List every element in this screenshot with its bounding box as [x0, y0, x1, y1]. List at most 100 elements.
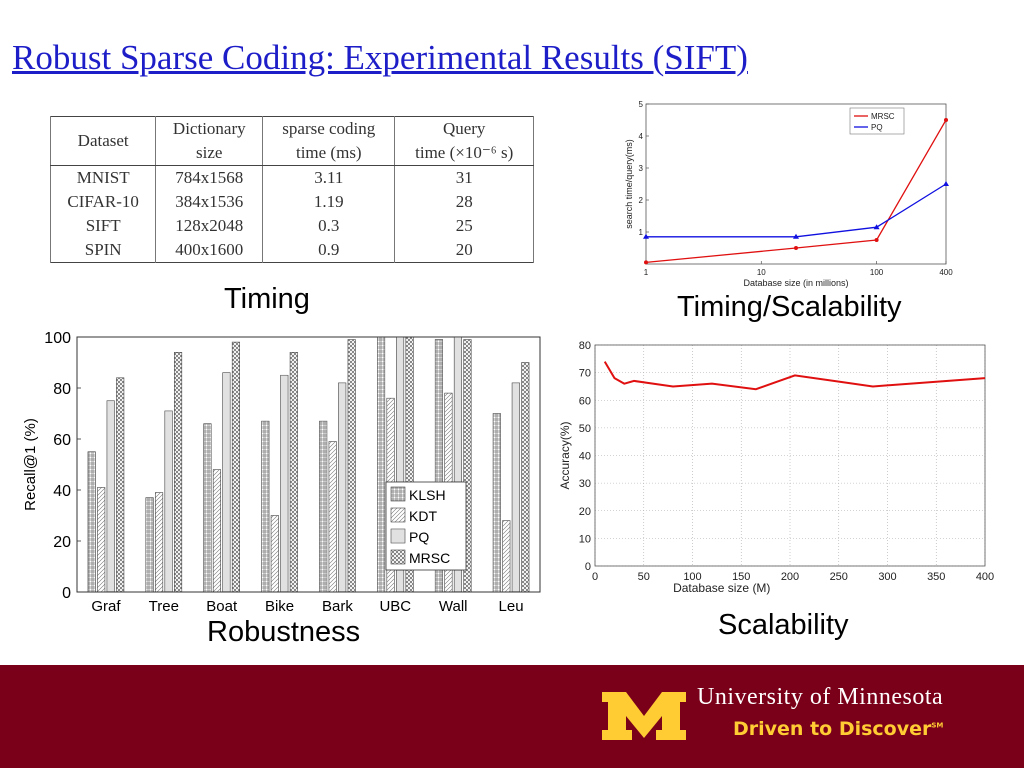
- data-point-pq: [643, 233, 649, 239]
- y-tick-label: 60: [53, 432, 71, 449]
- y-tick-label: 5: [639, 100, 644, 109]
- data-point-pq: [873, 224, 880, 230]
- bar-mrsc: [174, 351, 183, 593]
- plot-frame: [594, 344, 986, 567]
- legend-label: PQ: [409, 529, 429, 545]
- x-tick-label: Boat: [206, 598, 238, 615]
- bar-klsh: [492, 413, 501, 593]
- table-header-coding-time: sparse coding time (ms): [262, 116, 396, 166]
- y-tick-label: 80: [53, 381, 71, 398]
- table-row: SPIN 400x1600 0.9 20: [49, 238, 534, 263]
- table-cell: 20: [394, 238, 534, 263]
- university-m-logo-icon: [602, 692, 686, 740]
- legend-label: KDT: [409, 508, 437, 524]
- series-line-mrsc: [645, 119, 947, 264]
- y-tick-label: 0: [62, 585, 71, 602]
- y-tick-label: 70: [579, 368, 591, 380]
- bar-mrsc: [521, 362, 530, 593]
- legend-box: [849, 107, 905, 135]
- table-row: MNIST 784x1568 3.11 31: [49, 165, 534, 190]
- x-tick-label: 100: [870, 268, 884, 277]
- bar-klsh: [377, 336, 386, 593]
- table-row: CIFAR-10 384x1536 1.19 28: [49, 190, 534, 214]
- x-tick-label: 300: [878, 571, 896, 583]
- x-tick-label: 0: [592, 571, 598, 583]
- legend-swatch: [390, 507, 406, 523]
- x-axis-label: Database size (M): [673, 581, 770, 595]
- plot-frame: [76, 336, 541, 593]
- university-tagline: Driven to DiscoverSM: [733, 718, 944, 740]
- robustness-chart: 0 20 40 60 80 100 Recall@1 (%) Graf Tree Boat Bike…: [22, 330, 541, 615]
- y-axis-label: Recall@1 (%): [22, 418, 39, 511]
- y-tick-label: 2: [639, 196, 644, 205]
- x-tick-label: Wall: [439, 598, 468, 615]
- x-axis-label: Database size (in millions): [743, 278, 848, 288]
- table-header-query-time: Query time (×10⁻⁶ s): [394, 116, 534, 166]
- accuracy-line: [603, 361, 986, 391]
- scalability-caption: Scalability: [718, 609, 849, 641]
- bar-pq: [338, 382, 347, 593]
- table-header-row: Dataset Dictionary size sparse coding time…: [49, 116, 534, 166]
- y-tick-label: 30: [579, 478, 591, 490]
- x-tick-label: UBC: [379, 598, 411, 615]
- bar-kdt: [270, 515, 279, 593]
- legend-swatch: [390, 486, 406, 502]
- bar-mrsc: [231, 341, 240, 593]
- x-tick-label: 350: [927, 571, 945, 583]
- robustness-caption: Robustness: [207, 616, 361, 648]
- y-tick-label: 10: [579, 533, 591, 545]
- y-tick-label: 40: [579, 451, 591, 463]
- bar-klsh: [145, 497, 154, 593]
- table-cell: 128x2048: [155, 214, 264, 238]
- footer-band: [0, 665, 1024, 768]
- bar-klsh: [319, 420, 328, 593]
- x-tick-label: Graf: [91, 598, 121, 615]
- data-point-mrsc: [874, 238, 879, 242]
- y-tick-label: 40: [53, 483, 71, 500]
- x-tick-label: 250: [830, 571, 848, 583]
- timing-scalability-caption: Timing/Scalability: [677, 291, 902, 323]
- data-point-pq: [943, 181, 949, 186]
- bar-kdt: [502, 520, 511, 593]
- bar-mrsc: [289, 351, 298, 593]
- bar-klsh: [261, 420, 270, 593]
- x-tick-label: 1: [644, 268, 649, 277]
- x-tick-label: Bark: [322, 598, 353, 615]
- bar-pq: [222, 372, 231, 593]
- legend-label: KLSH: [409, 487, 446, 503]
- y-tick-label: 50: [579, 423, 591, 435]
- table-cell: 3.11: [262, 165, 396, 190]
- y-tick-label: 0: [585, 561, 591, 573]
- x-tick-label: Bike: [265, 598, 294, 615]
- bar-pq: [511, 382, 520, 593]
- bar-pq: [164, 410, 173, 593]
- legend-label: PQ: [871, 123, 883, 132]
- bar-klsh: [87, 451, 96, 593]
- table-cell: 25: [394, 214, 534, 238]
- bar-mrsc: [116, 377, 125, 593]
- table-cell: 784x1568: [155, 165, 264, 190]
- bar-klsh: [203, 423, 212, 593]
- table-cell: 400x1600: [155, 238, 264, 263]
- x-tick-label: 400: [939, 268, 953, 277]
- data-point-mrsc: [944, 118, 948, 122]
- legend-label: MRSC: [409, 550, 450, 566]
- y-tick-label: 80: [579, 340, 591, 352]
- legend-swatch: [390, 528, 406, 544]
- x-tick-label: 50: [638, 571, 650, 583]
- table-cell: 28: [394, 190, 534, 214]
- data-point-mrsc: [794, 246, 798, 250]
- table-row: SIFT 128x2048 0.3 25: [49, 214, 534, 238]
- legend-swatch: [390, 549, 406, 565]
- y-tick-label: 20: [53, 534, 71, 551]
- x-tick-label: 400: [976, 571, 994, 583]
- timing-table: Dataset Dictionary size sparse coding time…: [49, 116, 534, 263]
- bar-pq: [106, 400, 115, 593]
- x-tick-label: 100: [683, 571, 701, 583]
- y-axis-label: search time/query(ms): [624, 139, 634, 229]
- table-header-dictionary: Dictionary size: [155, 116, 264, 166]
- y-tick-label: 60: [579, 395, 591, 407]
- table-cell: MNIST: [49, 165, 157, 190]
- table-cell: 1.19: [262, 190, 396, 214]
- y-tick-label: 20: [579, 506, 591, 518]
